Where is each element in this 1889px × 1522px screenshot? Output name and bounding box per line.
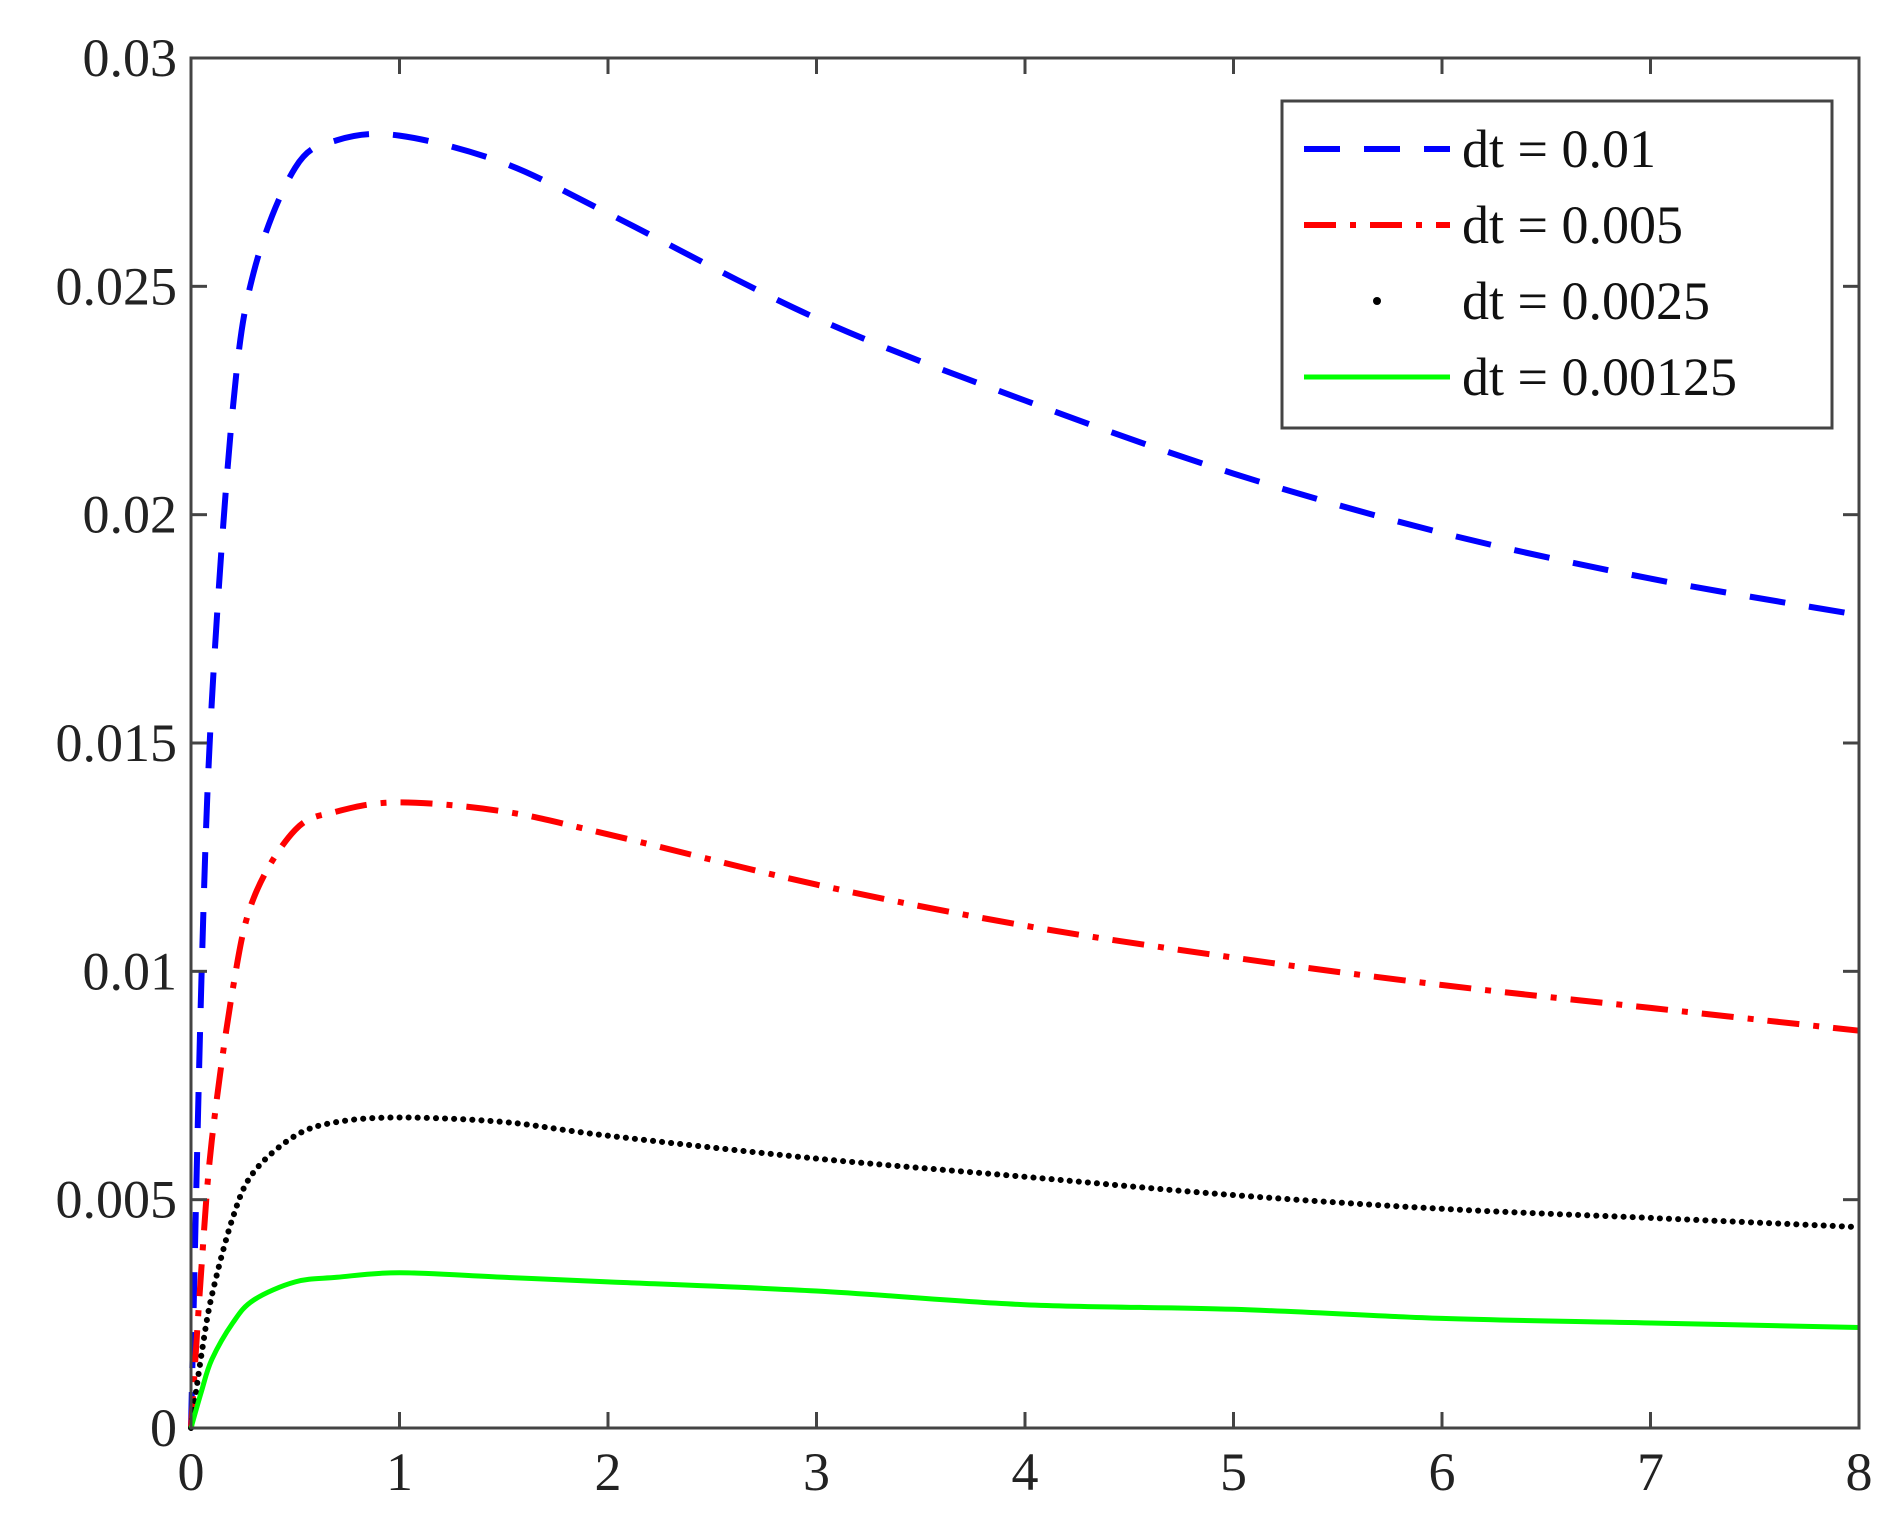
- ticks-layer: 0 1 2 3 4 5 6 7 8 0 0.005 0.01 0.015 0.02 0.025 0.03: [56, 28, 1873, 1502]
- series-line-1: [188, 130, 1860, 1429]
- y-tick-label: 0.02: [83, 485, 178, 545]
- y-tick-label: 0.005: [56, 1170, 178, 1230]
- y-tick-label: 0.015: [56, 713, 178, 773]
- legend-swatch-3: [1373, 297, 1381, 305]
- x-tick-label: 7: [1637, 1442, 1664, 1502]
- y-tick-label: 0.025: [56, 256, 178, 316]
- x-tick-label: 6: [1429, 1442, 1456, 1502]
- series-layer: [188, 130, 1862, 1431]
- x-tick-label: 1: [386, 1442, 413, 1502]
- series-line-3: [188, 1114, 1862, 1431]
- x-tick-label: 8: [1846, 1442, 1873, 1502]
- legend-box: [1280, 99, 1834, 430]
- x-tick-label: 5: [1220, 1442, 1247, 1502]
- legend-label-4: dt = 0.00125: [1462, 347, 1737, 407]
- x-tick-label: 4: [1012, 1442, 1039, 1502]
- y-tick-label: 0.03: [83, 28, 178, 88]
- legend-label-3: dt = 0.0025: [1462, 271, 1710, 331]
- y-tick-label: 0.01: [83, 941, 178, 1001]
- x-tick-label: 2: [595, 1442, 622, 1502]
- series-line-4: [188, 1270, 1860, 1429]
- x-tick-label: 3: [803, 1442, 830, 1502]
- x-tick-label: 0: [178, 1442, 205, 1502]
- legend-label-2: dt = 0.005: [1462, 195, 1683, 255]
- y-tick-label: 0: [150, 1398, 177, 1458]
- legend: dt = 0.01 dt = 0.005 dt = 0.0025 dt = 0.001…: [1280, 99, 1834, 430]
- series-line-2: [188, 799, 1860, 1429]
- legend-label-1: dt = 0.01: [1462, 119, 1656, 179]
